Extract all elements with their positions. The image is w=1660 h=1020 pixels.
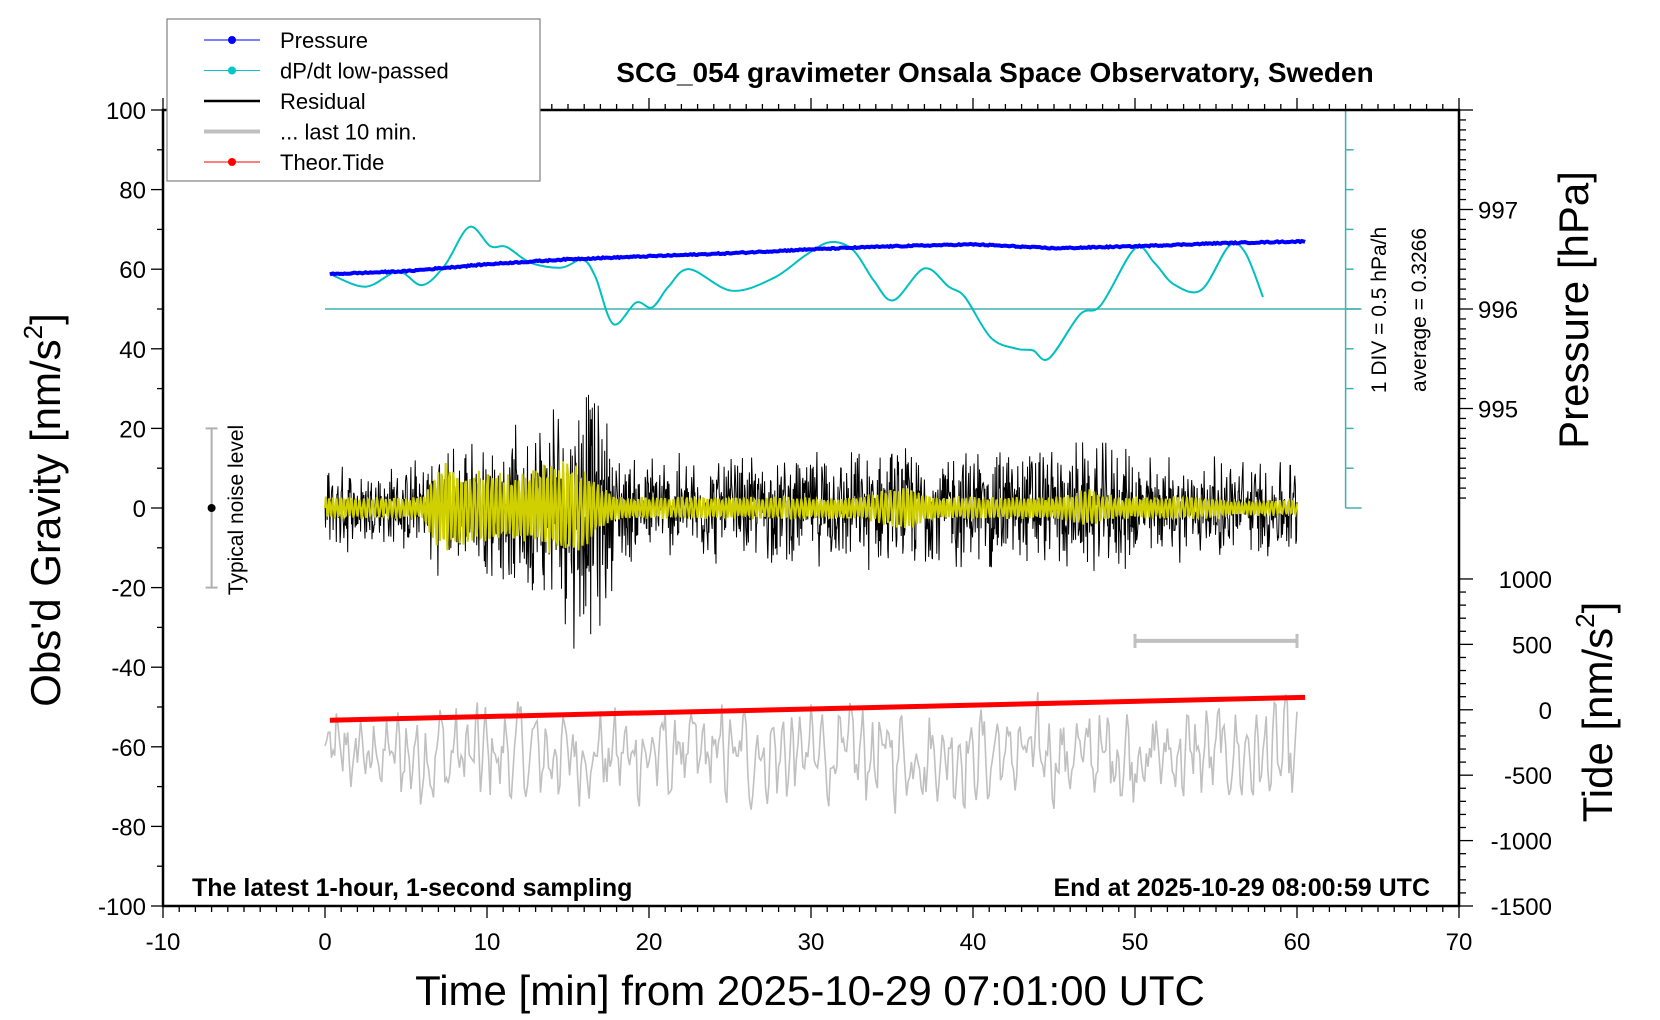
legend-item: Pressure xyxy=(204,28,368,53)
y-tick-label: 0 xyxy=(133,496,146,523)
y-tick-label: 60 xyxy=(119,257,146,284)
tide-axis-label-end: ] xyxy=(1574,602,1621,614)
pressure-axis-label: Pressure [hPa] xyxy=(1550,171,1597,449)
filtered-residual-series-line xyxy=(324,461,1298,553)
noise-level-dot xyxy=(207,504,216,512)
legend-label: dP/dt low-passed xyxy=(280,59,449,84)
chart-title: SCG_054 gravimeter Onsala Space Observat… xyxy=(616,57,1373,88)
pressure-series-line xyxy=(329,238,1306,277)
x-tick-label: 40 xyxy=(960,929,987,956)
x-tick-label: 20 xyxy=(636,929,663,956)
tide-tick-label: 500 xyxy=(1512,632,1552,659)
legend-label: Residual xyxy=(280,89,366,114)
pressure-tick-label: 997 xyxy=(1478,198,1518,225)
pressure-tick-label: 996 xyxy=(1478,297,1518,324)
annotation-end-time: End at 2025-10-29 08:00:59 UTC xyxy=(1053,874,1430,902)
x-tick-label: 70 xyxy=(1446,929,1473,956)
annotation-div-scale: 1 DIV = 0.5 hPa/h xyxy=(1368,227,1391,393)
tide-axis-label: Tide [nm/s2] xyxy=(1570,602,1621,823)
legend-item: ... last 10 min. xyxy=(204,120,417,145)
y-tick-label: -100 xyxy=(98,894,146,921)
tide-tick-label: 1000 xyxy=(1499,567,1552,594)
tide-tick-label: -500 xyxy=(1504,763,1552,790)
legend-label: ... last 10 min. xyxy=(280,120,417,145)
y-tick-label: 100 xyxy=(106,98,146,125)
tide-axis-label-main: Tide [nm/s xyxy=(1574,628,1621,823)
pressure-tick-label: 995 xyxy=(1478,397,1518,424)
y-tick-label: -40 xyxy=(111,655,146,682)
legend-marker xyxy=(228,66,236,75)
x-axis-label: Time [min] from 2025-10-29 07:01:00 UTC xyxy=(415,967,1205,1014)
axis-ticks: -10 0 10 20 30 40 50 60 70100806040200-20-40-60-… xyxy=(98,98,1552,956)
legend: Pressure dP/dt low-passed Residual ... last… xyxy=(166,18,541,182)
tide-tick-label: 0 xyxy=(1539,698,1552,725)
x-tick-label: 30 xyxy=(798,929,825,956)
x-tick-label: 10 xyxy=(474,929,501,956)
x-tick-label: 60 xyxy=(1284,929,1311,956)
tide-tick-label: -1000 xyxy=(1491,829,1552,856)
y-axis-label-end: ] xyxy=(22,313,69,325)
legend-item: dP/dt low-passed xyxy=(204,59,449,84)
legend-label: Pressure xyxy=(280,28,368,53)
last10-series-line xyxy=(324,692,1298,814)
tide-axis-label-sup: 2 xyxy=(1570,613,1600,627)
y-tick-label: -20 xyxy=(111,576,146,603)
y-tick-label: 80 xyxy=(119,178,146,205)
plot-content xyxy=(205,109,1362,814)
x-tick-label: 0 xyxy=(318,929,331,956)
y-axis-label: Obs'd Gravity [nm/s2] xyxy=(18,313,69,707)
x-tick-label: 50 xyxy=(1122,929,1149,956)
legend-label: Theor.Tide xyxy=(280,150,384,175)
y-tick-label: -60 xyxy=(111,735,146,762)
y-tick-label: -80 xyxy=(111,814,146,841)
y-axis-label-sup: 2 xyxy=(18,325,48,339)
legend-item: Residual xyxy=(204,89,366,114)
dpdt-series-line xyxy=(329,225,1264,361)
legend-marker xyxy=(228,36,236,44)
legend-marker xyxy=(228,158,236,166)
noise-level-label: Typical noise level xyxy=(225,425,248,595)
legend-item: Theor.Tide xyxy=(204,150,384,175)
legend-items: Pressure dP/dt low-passed Residual ... last… xyxy=(204,28,449,175)
tide-series-line xyxy=(329,694,1306,723)
tide-tick-label: -1500 xyxy=(1491,894,1552,921)
y-tick-label: 20 xyxy=(119,416,146,443)
y-axis-label-main: Obs'd Gravity [nm/s xyxy=(22,339,69,706)
x-tick-label: -10 xyxy=(146,929,181,956)
annotation-average: average = 0.3266 xyxy=(1408,228,1431,392)
annotation-latest-hour: The latest 1-hour, 1-second sampling xyxy=(192,874,632,902)
y-tick-label: 40 xyxy=(119,337,146,364)
